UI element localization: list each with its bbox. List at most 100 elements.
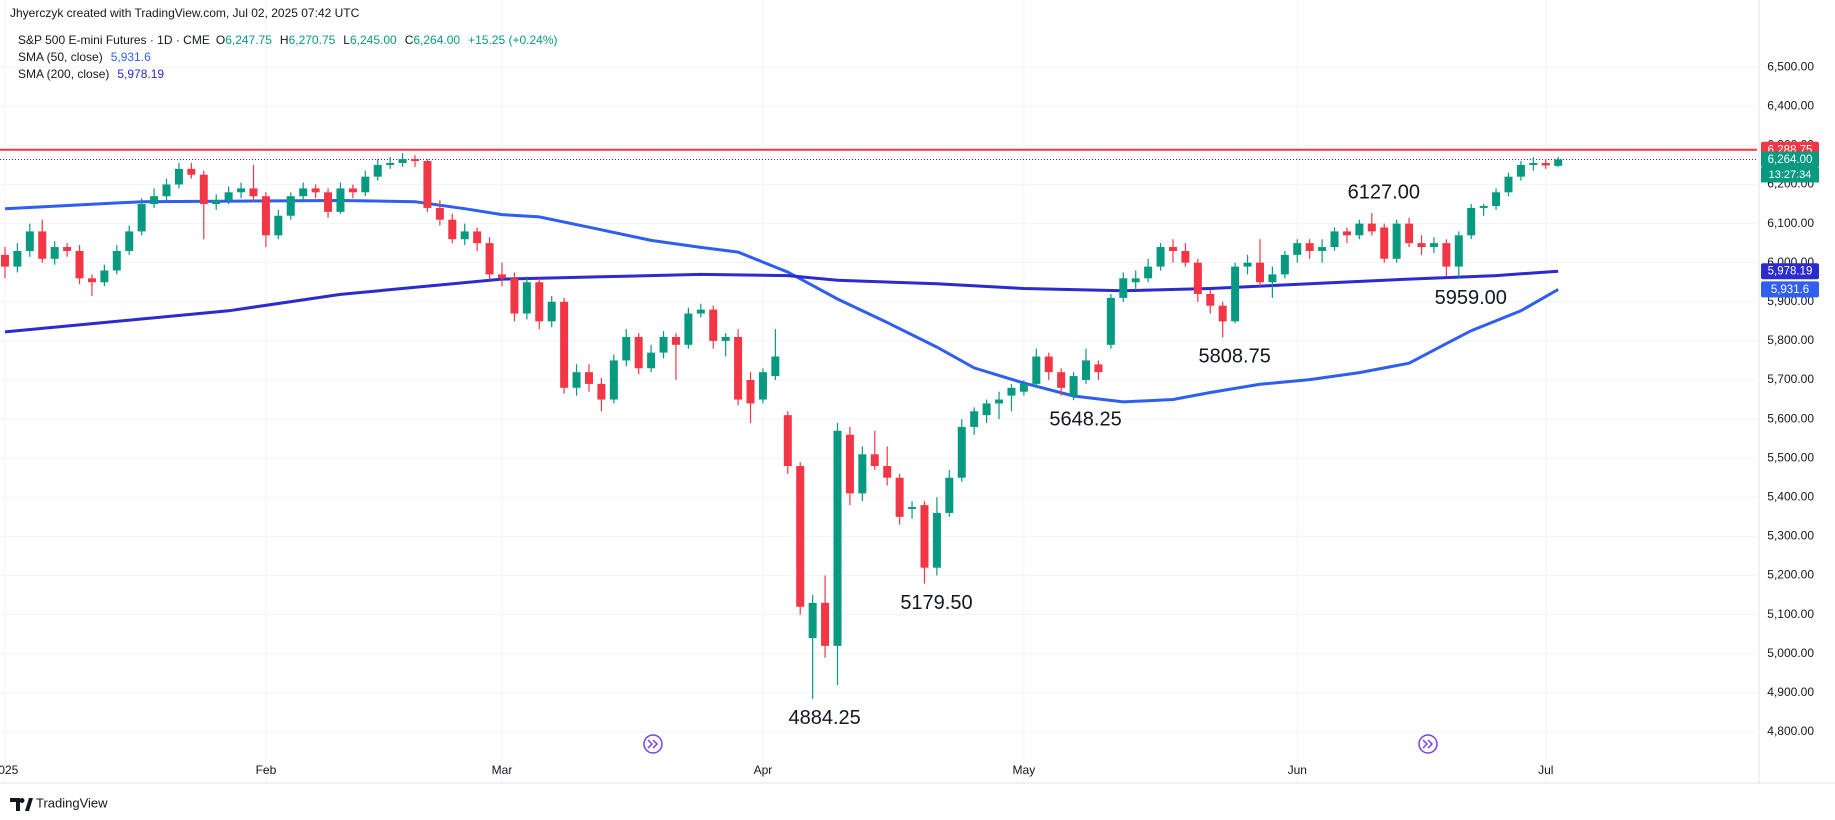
- candle-body: [560, 301, 569, 388]
- x-tick-label: Apr: [754, 763, 773, 777]
- candle-body: [522, 282, 531, 314]
- candle-body: [1268, 274, 1277, 283]
- ohlc-value: 6,245.00: [350, 33, 397, 47]
- candle-body: [112, 250, 121, 271]
- indicator-value: 5,931.6: [111, 50, 151, 64]
- y-tick-label: 6,400.00: [1767, 98, 1814, 112]
- candle-body: [671, 336, 680, 345]
- x-tick-label: Feb: [256, 763, 277, 777]
- ohlc-value: 6,270.75: [289, 33, 336, 47]
- candle-body: [1168, 247, 1177, 251]
- candle-body: [1342, 231, 1351, 236]
- candle-body: [1131, 278, 1140, 283]
- y-tick-label: 5,000.00: [1767, 646, 1814, 660]
- candle-body: [38, 231, 47, 259]
- candle-body: [473, 231, 482, 244]
- candle-body: [1044, 356, 1053, 373]
- candle-body: [63, 247, 72, 251]
- candle-body: [684, 313, 693, 345]
- y-tick-label: 4,900.00: [1767, 685, 1814, 699]
- y-tick-label: 5,100.00: [1767, 607, 1814, 621]
- candle-body: [734, 336, 743, 400]
- candle-body: [348, 188, 357, 193]
- candle-body: [460, 231, 469, 240]
- candle-body: [1032, 356, 1041, 384]
- change: +15.25 (+0.24%): [468, 33, 557, 47]
- replay-icon[interactable]: [643, 734, 663, 754]
- candle-body: [995, 399, 1004, 404]
- y-tick-label: 5,700.00: [1767, 372, 1814, 386]
- countdown: 13:27:34: [1769, 169, 1812, 181]
- candle-body: [858, 454, 867, 494]
- x-tick-label: Jul: [1538, 763, 1553, 777]
- candle-body: [510, 278, 519, 314]
- candle-body: [361, 176, 370, 193]
- replay-icon[interactable]: [1418, 734, 1438, 754]
- candle-body: [721, 336, 730, 341]
- candle-body: [100, 270, 109, 283]
- candle-body: [1193, 262, 1202, 294]
- candle-body: [299, 188, 308, 197]
- candle-body: [584, 372, 593, 384]
- y-tick-label: 6,100.00: [1767, 216, 1814, 230]
- ohlc-key: O: [216, 33, 225, 47]
- sma-value-label: 5,931.6: [1771, 284, 1809, 296]
- y-tick-label: 6,500.00: [1767, 59, 1814, 73]
- candle-body: [696, 309, 705, 314]
- candle-body: [1392, 223, 1401, 259]
- candle-body: [746, 379, 755, 404]
- price-annotation: 5179.50: [900, 592, 972, 614]
- candle-body: [1218, 305, 1227, 322]
- y-tick-label: 4,800.00: [1767, 724, 1814, 738]
- symbol-legend: S&P 500 E-mini Futures · 1D · CME O6,247.…: [18, 33, 558, 47]
- candle-body: [0, 254, 9, 267]
- y-tick-label: 5,200.00: [1767, 568, 1814, 582]
- y-tick-label: 5,500.00: [1767, 450, 1814, 464]
- candle-body: [1516, 164, 1525, 177]
- candle-body: [174, 168, 183, 185]
- candle-body: [771, 356, 780, 377]
- candle-body: [1405, 223, 1414, 244]
- y-tick-label: 5,300.00: [1767, 529, 1814, 543]
- symbol: S&P 500 E-mini Futures · 1D · CME: [18, 33, 210, 47]
- candle-body: [895, 477, 904, 517]
- candle-body: [1293, 243, 1302, 255]
- candle-body: [1094, 364, 1103, 373]
- candle-body: [249, 188, 258, 197]
- candle-body: [1541, 162, 1550, 166]
- candle-body: [150, 196, 159, 205]
- candle-body: [1380, 227, 1389, 259]
- x-tick-label: May: [1013, 763, 1036, 777]
- candle-body: [883, 466, 892, 478]
- price-annotation: 5648.25: [1049, 409, 1121, 431]
- x-tick-label: 2025: [0, 763, 19, 777]
- candle-body: [162, 184, 171, 197]
- indicator-name: SMA (50, close): [18, 50, 103, 64]
- candle-body: [1504, 176, 1513, 193]
- author: Jhyerczyk created with TradingView.com, …: [10, 6, 360, 20]
- candle-body: [311, 188, 320, 193]
- candle-body: [1442, 243, 1451, 267]
- price-annotation: 5959.00: [1435, 287, 1507, 309]
- candle-body: [647, 352, 656, 369]
- candle-body: [498, 274, 506, 279]
- candle-body: [50, 247, 59, 259]
- candle-body: [187, 168, 196, 175]
- candle-body: [622, 336, 631, 361]
- price-annotation: 6127.00: [1348, 181, 1420, 203]
- candle-body: [796, 466, 805, 607]
- price-annotation: 4884.25: [788, 707, 860, 729]
- candle-body: [1479, 205, 1488, 208]
- candle-body: [75, 250, 84, 279]
- y-tick-label: 5,400.00: [1767, 489, 1814, 503]
- sma-line: [4, 198, 1559, 404]
- candle-body: [411, 159, 420, 162]
- candle-body: [1367, 223, 1376, 232]
- candle-body: [982, 403, 991, 416]
- candle-body: [485, 243, 494, 275]
- plot-area: 4884.25 5179.50 5648.25 5808.75 6127.00 5959.…: [0, 148, 1757, 729]
- candle-body: [783, 415, 792, 467]
- candle-body: [833, 430, 842, 646]
- candle-body: [1106, 297, 1115, 345]
